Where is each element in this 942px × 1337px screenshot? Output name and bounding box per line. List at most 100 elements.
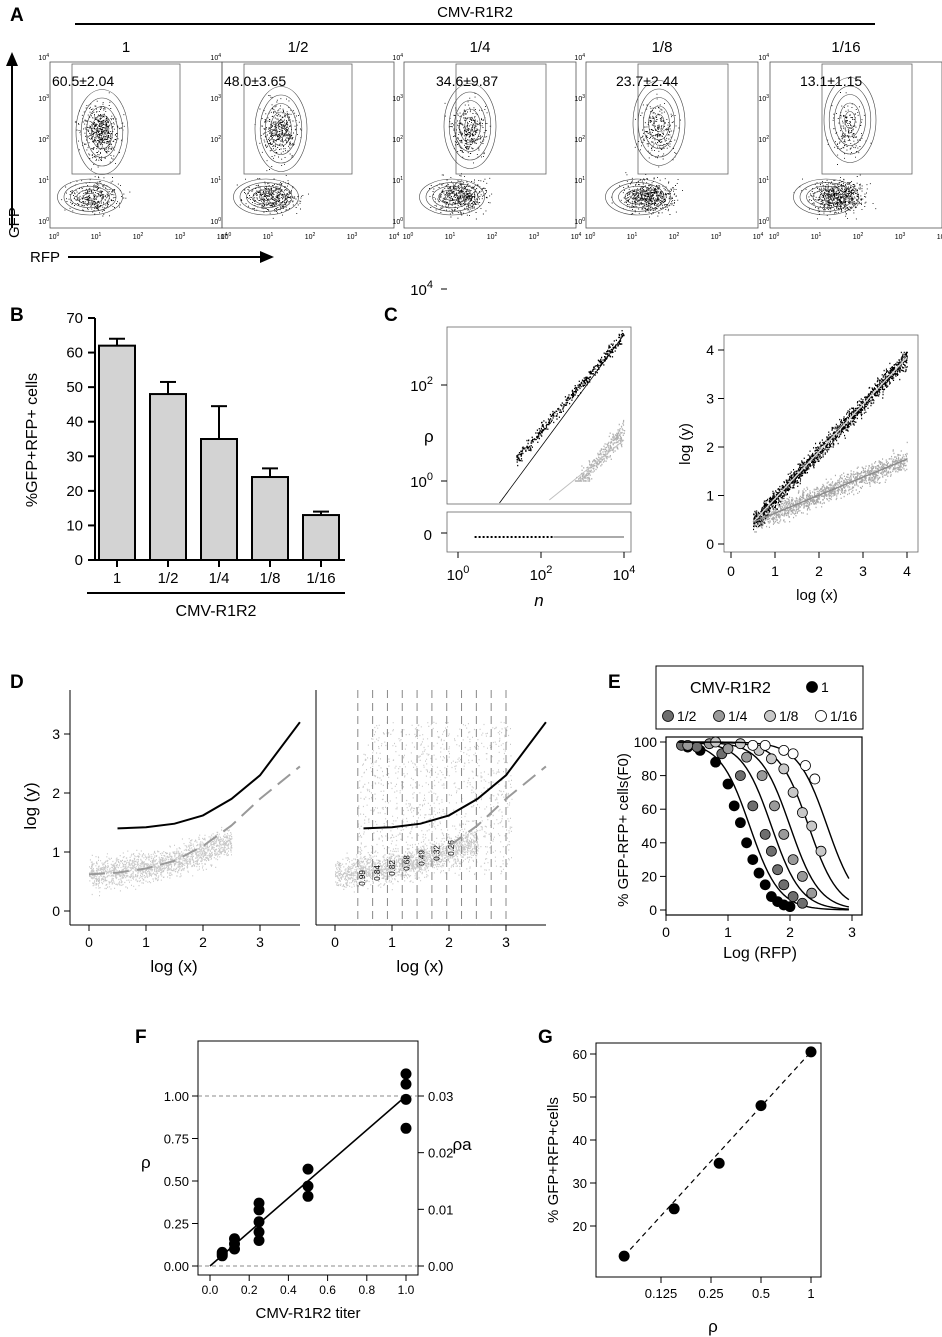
c-left-zero-label: 0: [424, 527, 432, 544]
a-event-dots: [793, 92, 877, 220]
a-contour: [254, 86, 308, 172]
a-percent-label: 48.0±3.65: [224, 73, 286, 89]
f-y-tick-label: 0.75: [164, 1132, 189, 1147]
f-point: [302, 1190, 314, 1202]
a-contour: [459, 108, 481, 144]
e-point: [784, 901, 796, 913]
f-point: [400, 1093, 412, 1105]
a-x-tick-label: 100: [221, 232, 232, 241]
a-gfp-arrow-head: [6, 52, 18, 66]
g-xlabel: ρ: [708, 1317, 718, 1336]
f-ylabel: ρ: [141, 1153, 151, 1172]
a-event-dots: [61, 92, 131, 217]
c-left-y-tick-label: 100: [410, 471, 433, 491]
a-contour: [799, 182, 853, 212]
a-x-tick-label: 101: [263, 232, 274, 241]
e-legend-marker: [806, 681, 818, 693]
g-y-tick-label: 50: [573, 1090, 587, 1105]
a-gate: [637, 63, 729, 175]
a-contour: [83, 193, 97, 201]
a-x-tick-label: 104: [937, 232, 942, 241]
e-y-tick-label: 80: [641, 768, 657, 784]
g-point: [668, 1203, 680, 1215]
e-legend-marker: [764, 710, 776, 722]
a-contour: [63, 182, 117, 212]
c-left-xlabel: n: [534, 591, 543, 610]
f-xlabel: CMV-R1R2 titer: [255, 1305, 360, 1322]
e-point: [741, 751, 752, 763]
f-plot-frame: [197, 1040, 419, 1276]
f-point: [302, 1163, 314, 1175]
c-right-y-tick-label: 3: [706, 391, 714, 407]
a-contour: [631, 193, 645, 201]
panel-f: 0.0 0.2 0.4 0.6 0.8 1.0 0.00 0.25 0.50 0.75 1.00 0.…: [141, 1040, 472, 1322]
g-y-tick-label: 20: [573, 1219, 587, 1234]
g-y-tick-label: 30: [573, 1176, 587, 1191]
c-left-ylabel: ρ: [424, 427, 434, 446]
a-plot-frame: [585, 61, 759, 229]
a-x-tick-label: 103: [175, 232, 186, 241]
a-contour: [438, 189, 466, 205]
a-x-tick-label: 101: [627, 232, 638, 241]
a-contour: [445, 193, 459, 201]
e-legend-marker: [815, 710, 827, 722]
a-y-tick-label: 101: [758, 176, 769, 185]
a-contour: [443, 83, 497, 169]
a-contour: [648, 105, 670, 141]
a-contour: [259, 193, 273, 201]
b-y-tick-label: 30: [66, 448, 83, 465]
a-y-tick-label: 102: [574, 135, 585, 144]
d-left-ylabel: log (y): [21, 782, 40, 829]
b-bar: [302, 514, 340, 561]
d-y-tick-label: 1: [52, 844, 60, 860]
c-left-black-fit: [499, 334, 625, 504]
d-x-tick-label: 1: [388, 934, 396, 950]
e-point: [759, 879, 771, 891]
d-lower-curve: [88, 765, 301, 876]
a-x-tick-label: 102: [133, 232, 144, 241]
e-point: [735, 770, 746, 781]
a-contour: [624, 189, 652, 205]
e-legend-label: 1/4: [728, 708, 748, 724]
c-right-fit-high: [752, 356, 908, 523]
a-ylabel: GFP: [6, 207, 23, 238]
e-ylabel: % GFP-RFP+ cells(F0): [615, 753, 632, 907]
c-left-gray-fit: [548, 439, 625, 501]
a-x-tick-label: 104: [389, 232, 400, 241]
f-y-tick-label: 0.00: [164, 1259, 189, 1274]
a-x-tick-label: 100: [403, 232, 414, 241]
d-x-tick-label: 3: [502, 934, 510, 950]
b-x-tick-label: 1/4: [209, 570, 230, 587]
b-bar: [98, 344, 136, 561]
c-right-x-tick-label: 0: [727, 563, 735, 579]
f-y-right-tick-label: 0.02: [428, 1146, 453, 1161]
a-y-tick-label: 102: [392, 135, 403, 144]
d-y-tick-label: 0: [52, 903, 60, 919]
e-point: [800, 760, 811, 771]
c-right-y-tick-label: 0: [706, 536, 714, 552]
f-x-tick-label: 0.0: [202, 1283, 219, 1297]
b-y-tick-label: 10: [66, 517, 83, 534]
e-point: [756, 770, 768, 781]
a-contour: [793, 178, 859, 216]
f-y-tick-label: 0.50: [164, 1174, 189, 1189]
e-point: [778, 745, 790, 756]
e-point: [778, 763, 790, 775]
c-left-black-points: [516, 330, 625, 467]
b-x-tick-label: 1/8: [260, 570, 281, 587]
a-y-tick-label: 100: [38, 217, 49, 226]
a-gate: [243, 63, 353, 175]
a-y-tick-label: 101: [38, 176, 49, 185]
b-y-tick-label: 70: [66, 310, 83, 327]
g-x-tick-label: 0.125: [645, 1286, 678, 1301]
e-point: [691, 741, 703, 753]
a-contour: [91, 114, 113, 150]
a-dilution-label: 1: [122, 39, 130, 56]
e-plot-frame: [665, 736, 863, 916]
f-x-tick-label: 0.6: [319, 1283, 336, 1297]
e-point: [787, 748, 799, 760]
d-points: [89, 826, 233, 897]
